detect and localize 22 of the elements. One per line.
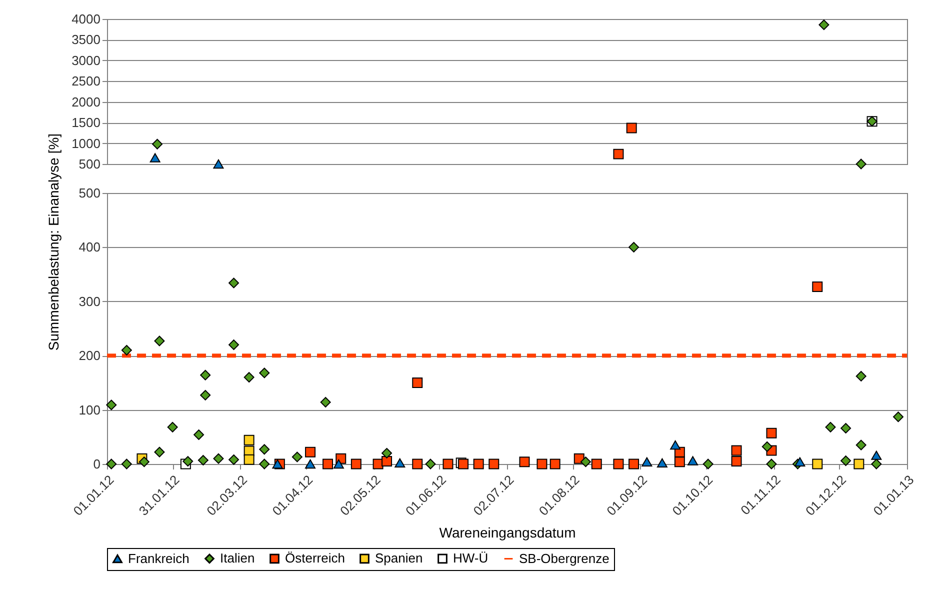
- y-tick-label: 3000: [72, 52, 100, 68]
- y-tick-label: 500: [78, 156, 100, 172]
- legend-label: Spanien: [375, 550, 423, 566]
- legend-label: Österreich: [285, 550, 345, 566]
- y-tick-label: 1500: [72, 115, 100, 130]
- legend-label: SB-Obergrenze: [519, 550, 610, 566]
- y-tick-label: 3500: [72, 32, 100, 48]
- y-tick-label: 1000: [72, 136, 100, 151]
- y-tick-label: 4000: [72, 12, 100, 26]
- legend-label: HW-Ü: [453, 550, 488, 566]
- y-tick-label: 300: [78, 294, 100, 309]
- y-axis-title: Summenbelastung: Einanalyse [%]: [46, 133, 62, 351]
- y-tick-label: 0: [93, 456, 100, 472]
- legend-label: Italien: [220, 550, 255, 566]
- y-tick-label: 500: [78, 186, 100, 200]
- y-tick-label: 400: [78, 240, 100, 255]
- y-tick-label: 2500: [72, 74, 100, 89]
- x-axis-title: Wareneingangsdatum: [439, 524, 576, 540]
- y-tick-label: 100: [78, 402, 100, 418]
- y-tick-label: 2000: [72, 94, 100, 110]
- y-tick-label: 200: [78, 348, 100, 364]
- legend-label: Frankreich: [128, 550, 190, 566]
